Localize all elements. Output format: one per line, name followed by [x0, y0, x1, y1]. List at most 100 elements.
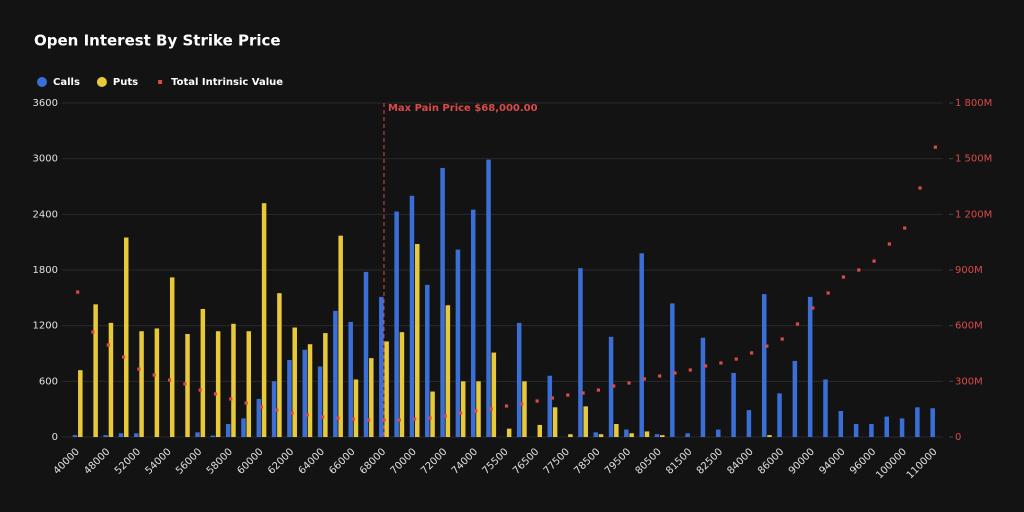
bar: [629, 433, 634, 437]
y2-tick-label: 900M: [955, 265, 983, 276]
point: [137, 367, 141, 371]
bar: [516, 322, 522, 437]
point: [504, 404, 509, 408]
y2-tick-label: 300M: [955, 376, 983, 387]
point: [458, 411, 463, 415]
point: [76, 290, 80, 294]
point: [229, 397, 233, 401]
point: [749, 351, 754, 355]
point: [841, 275, 846, 279]
bar: [761, 294, 767, 437]
point: [428, 416, 432, 420]
bar: [210, 435, 216, 437]
point: [734, 357, 738, 361]
bar: [72, 435, 78, 437]
bar: [93, 304, 98, 437]
legend-marker: [158, 80, 163, 84]
bar: [608, 336, 614, 437]
bar: [614, 424, 619, 437]
point: [167, 378, 172, 382]
point: [596, 388, 600, 392]
bar: [169, 277, 175, 437]
point: [290, 411, 294, 415]
bar: [624, 429, 629, 437]
point: [795, 322, 800, 326]
bar: [685, 433, 690, 437]
point: [903, 226, 907, 230]
legend-label: Total Intrinsic Value: [171, 77, 283, 88]
bar: [369, 358, 374, 437]
bar: [470, 209, 476, 437]
bar: [660, 435, 665, 437]
bar: [869, 424, 874, 437]
legend: Calls Puts Total Intrinsic Value: [37, 77, 283, 88]
bar: [317, 366, 323, 437]
point: [704, 364, 708, 368]
y2-tick-label: 0: [955, 432, 961, 443]
bar: [583, 406, 588, 437]
point: [183, 382, 187, 386]
bar: [394, 211, 399, 437]
bar: [118, 433, 124, 437]
bar: [654, 434, 660, 437]
point: [351, 417, 355, 421]
bar: [384, 341, 389, 437]
bar: [746, 410, 752, 437]
bar: [440, 167, 445, 437]
y-tick-label: 3000: [33, 154, 58, 165]
point: [106, 343, 110, 347]
y-tick-label: 2400: [33, 209, 58, 220]
bar: [598, 434, 604, 437]
bar: [108, 322, 114, 437]
point: [581, 391, 585, 395]
bar: [154, 328, 160, 437]
bar: [455, 249, 461, 437]
point: [152, 373, 156, 377]
legend-label: Calls: [53, 77, 80, 88]
chart-title: Open Interest By Strike Price: [34, 32, 281, 50]
bar: [277, 293, 282, 437]
point: [550, 396, 555, 400]
bar: [884, 416, 889, 437]
bar: [578, 268, 583, 437]
bar: [338, 235, 343, 437]
bar: [195, 432, 200, 437]
bar: [185, 334, 190, 437]
bar: [644, 431, 650, 437]
point: [413, 417, 417, 421]
bar: [491, 352, 497, 437]
point: [566, 393, 570, 397]
bar: [700, 337, 706, 437]
point: [887, 242, 891, 246]
point: [367, 418, 371, 422]
bar: [323, 333, 328, 437]
bar: [716, 429, 721, 437]
point: [397, 418, 401, 422]
bar: [353, 379, 359, 437]
bar: [777, 393, 782, 437]
bar: [124, 237, 129, 437]
bar: [930, 408, 935, 437]
bar: [593, 432, 598, 437]
point: [535, 399, 539, 403]
bar: [486, 159, 491, 437]
y2-tick-label: 1 200M: [955, 209, 992, 220]
point: [826, 291, 830, 295]
bar: [225, 424, 231, 437]
bar: [506, 428, 512, 437]
point: [489, 407, 493, 411]
point: [780, 337, 784, 341]
bar: [460, 381, 466, 437]
bar: [409, 195, 415, 437]
bar: [256, 398, 262, 437]
bar: [568, 434, 573, 437]
point: [857, 268, 861, 272]
bar: [200, 308, 206, 437]
y2-tick-label: 1 500M: [955, 154, 992, 165]
point: [811, 306, 815, 310]
y-tick-label: 600: [39, 376, 58, 387]
y-tick-label: 3600: [33, 98, 58, 109]
bar: [307, 344, 313, 437]
point: [336, 416, 340, 420]
